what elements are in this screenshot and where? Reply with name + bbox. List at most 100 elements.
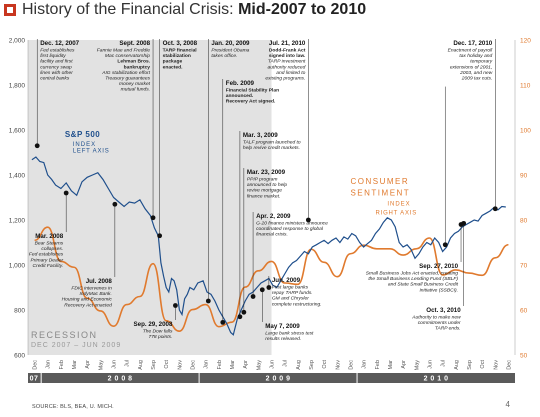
month-tick-label: Jul [125, 360, 131, 367]
left-axis-tick: 800 [14, 308, 25, 315]
right-axis-tick: 70 [520, 263, 528, 270]
month-tick-label: Feb [217, 360, 223, 369]
month-tick-label: Oct [164, 360, 170, 369]
event-date: Dec. 12, 2007 [40, 40, 79, 47]
title-main: History of the Financial Crisis: [22, 1, 239, 18]
month-tick-label: Sep [309, 360, 315, 370]
month-tick-label: Mar [230, 360, 236, 370]
event-text: TARP ends. [435, 326, 461, 332]
logo-icon [4, 4, 16, 16]
left-axis-tick: 2,000 [9, 38, 26, 45]
event-marker [305, 217, 311, 223]
event-text: Credit Facility. [33, 263, 64, 269]
month-tick-label: Feb [59, 360, 65, 369]
event-marker [150, 215, 156, 221]
event-text: President Obama [211, 48, 249, 54]
event-text: financial crisis. [256, 232, 288, 238]
left-axis-tick: 1,800 [9, 83, 26, 90]
event-text: Fed establishes [29, 252, 64, 258]
event-marker [220, 319, 226, 325]
event-marker [461, 220, 467, 226]
month-tick-label: Sep [467, 360, 473, 370]
event-text: announced. [226, 93, 254, 99]
event-text: takes office. [211, 53, 237, 59]
month-tick-label: Dec [506, 360, 512, 370]
event-date: Sep. 27, 2010 [419, 263, 458, 270]
event-date: Jul. 21, 2010 [269, 40, 306, 47]
event-text: the Small Business Lending Fund (SBLF) [368, 276, 458, 282]
event-text: package [163, 59, 183, 65]
event-text: temporary [470, 59, 493, 65]
event-text: collapses. [41, 246, 63, 252]
event-date: Mar. 2008 [35, 233, 63, 240]
event-text: Treasury guarantees [105, 76, 150, 82]
left-axis-tick: 1,600 [9, 128, 26, 135]
month-tick-label: Jan [204, 360, 210, 369]
month-tick-label: Dec [33, 360, 39, 370]
event-text: complete restructuring. [272, 301, 322, 307]
event-text: Fed establishes [40, 48, 75, 54]
event-text: Recovery Act signed. [226, 99, 276, 105]
month-tick-label: Sep [151, 360, 157, 370]
month-tick-label: Feb [375, 360, 381, 369]
event-text: repay TARP funds. [272, 290, 313, 296]
event-text: first liquidity [40, 53, 66, 59]
right-axis-tick: 90 [520, 173, 528, 180]
event-text: bankruptcy [124, 64, 151, 70]
event-text: AIG stabilization effort [101, 70, 150, 76]
event-text: Financial Stability Plan [226, 88, 279, 94]
event-marker [492, 206, 498, 212]
month-tick-label: Mar [72, 360, 78, 370]
event-text: enacted. [163, 64, 183, 70]
month-tick-label: Oct [322, 360, 328, 369]
left-axis-tick: 600 [14, 353, 25, 360]
event-text: commitments under [418, 320, 461, 326]
event-text: money market [119, 81, 151, 87]
event-marker [266, 285, 272, 290]
year-label: 07 [30, 376, 39, 383]
month-tick-label: May [256, 360, 262, 371]
event-text: G-20 finance ministers announce [256, 221, 328, 227]
event-marker [442, 242, 448, 248]
event-text: stabilization [163, 53, 191, 59]
event-text: GM and Chrysler [272, 296, 309, 302]
event-date: Jan. 20, 2009 [211, 40, 250, 47]
event-text: finance market. [247, 193, 280, 199]
event-text: results released. [265, 336, 301, 342]
month-tick-label: Aug [296, 360, 302, 370]
year-label: 2 0 1 0 [424, 376, 449, 383]
left-axis-tick: 1,400 [9, 173, 26, 180]
right-axis-tick: 60 [520, 308, 528, 315]
event-marker [205, 298, 211, 304]
event-text: Mac conservatorship [105, 53, 150, 59]
event-marker [112, 201, 118, 207]
event-text: FDIC intervenes in [71, 286, 112, 292]
month-tick-label: Apr [243, 360, 249, 369]
event-text: First large banks [272, 285, 309, 291]
event-text: Initiative (SSBCI). [419, 287, 458, 293]
right-axis-tick: 50 [520, 353, 528, 360]
recession-band [28, 40, 272, 355]
sp500-sub1: INDEX [73, 142, 96, 148]
event-text: central banks [40, 76, 70, 82]
event-text: Lehman Bros. [117, 59, 150, 65]
month-tick-label: Apr [401, 360, 407, 369]
event-marker [241, 309, 247, 315]
event-text: 2003, and new [459, 70, 493, 76]
recession-label: RECESSION [31, 330, 98, 340]
event-date: Sept. 2008 [119, 40, 150, 47]
event-marker [34, 143, 40, 149]
event-date: Mar. 23, 2009 [247, 169, 286, 176]
event-text: authority reduced [268, 64, 306, 70]
sentiment-label: CONSUMER [350, 177, 409, 186]
